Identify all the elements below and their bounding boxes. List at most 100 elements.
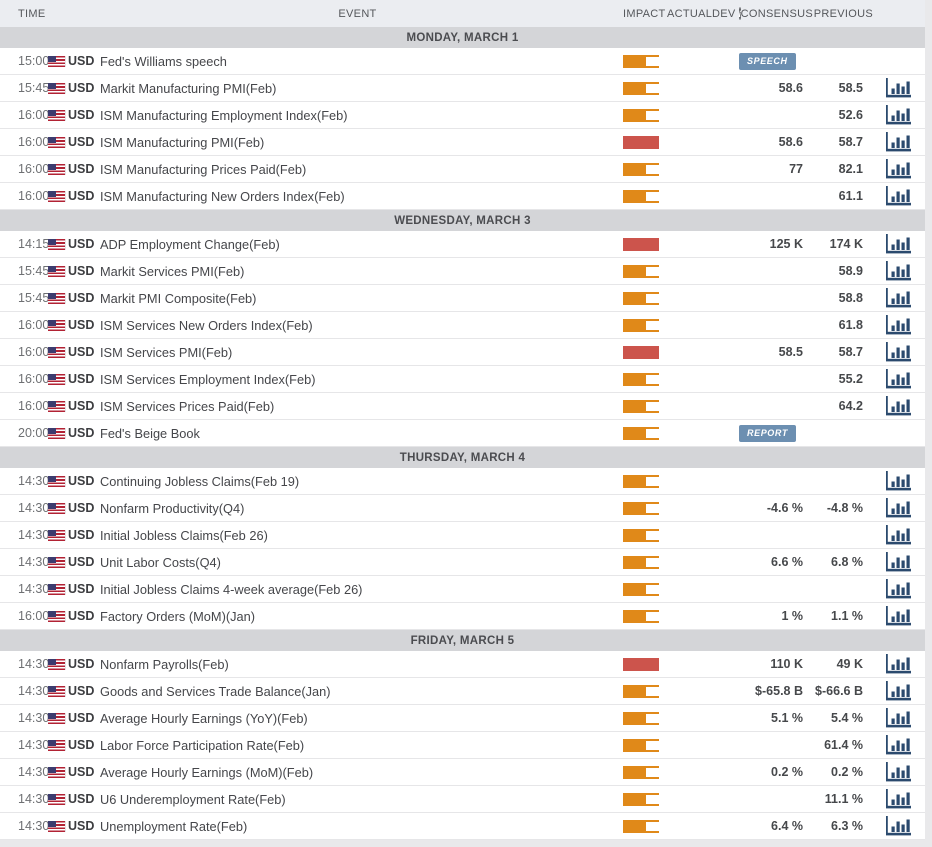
event-row[interactable]: 14:15 USD ADP Employment Change(Feb) 125 K 1… [0,231,925,258]
event-row[interactable]: 14:30 USD Average Hourly Earnings (YoY)(Fe… [0,705,925,732]
chart-icon[interactable] [885,708,913,728]
event-row[interactable]: 15:45 USD Markit Services PMI(Feb) 58.9 [0,258,925,285]
us-flag-icon [48,793,65,805]
impact-high-indicator [623,237,659,251]
impact-cell [615,108,659,122]
us-flag-icon [48,583,65,595]
impact-cell [615,765,659,779]
chart-icon[interactable] [885,315,913,335]
chart-icon[interactable] [885,552,913,572]
event-row[interactable]: 16:00 USD Factory Orders (MoM)(Jan) 1 % 1.1 … [0,603,925,630]
event-row[interactable]: 15:00 USD Fed's Williams speech SPEECH [0,48,925,75]
event-row[interactable]: 14:30 USD Unit Labor Costs(Q4) 6.6 % 6.8 % [0,549,925,576]
event-row[interactable]: 16:00 USD ISM Manufacturing Employment Ind… [0,102,925,129]
chart-icon[interactable] [885,654,913,674]
us-flag-icon [48,658,65,670]
chart-icon[interactable] [885,105,913,125]
impact-cell [615,711,659,725]
chart-icon[interactable] [885,342,913,362]
impact-cell [615,291,659,305]
previous-value: 58.9 [838,264,863,278]
event-time: 15:45 [18,264,48,278]
chart-icon[interactable] [885,261,913,281]
chart-cell [873,681,925,701]
event-row[interactable]: 16:00 USD ISM Services Prices Paid(Feb) 64.… [0,393,925,420]
chart-icon[interactable] [885,396,913,416]
event-row[interactable]: 16:00 USD ISM Services Employment Index(Fe… [0,366,925,393]
consensus-value: 1 % [781,609,803,623]
event-row[interactable]: 14:30 USD Initial Jobless Claims(Feb 26) [0,522,925,549]
event-name: Initial Jobless Claims(Feb 26) [100,527,268,543]
impact-cell [615,609,659,623]
event-time: 14:15 [18,237,48,251]
event-row[interactable]: 14:30 USD Average Hourly Earnings (MoM)(Fe… [0,759,925,786]
column-header-event: EVENT [338,7,377,20]
event-time: 16:00 [18,345,48,359]
event-row[interactable]: 16:00 USD ISM Manufacturing Prices Paid(Fe… [0,156,925,183]
currency-label: USD [68,555,95,569]
chart-icon[interactable] [885,735,913,755]
impact-medium-indicator [623,609,659,623]
event-row[interactable]: 20:00 USD Fed's Beige Book REPORT [0,420,925,447]
chart-icon[interactable] [885,78,913,98]
event-badge: REPORT [739,424,796,442]
chart-cell [873,369,925,389]
chart-cell [873,525,925,545]
day-header-row: WEDNESDAY, MARCH 3 [0,210,925,231]
chart-icon[interactable] [885,498,913,518]
chart-icon[interactable] [885,369,913,389]
impact-medium-indicator [623,528,659,542]
bar-chart-glyph [885,735,911,755]
event-row[interactable]: 16:00 USD ISM Manufacturing PMI(Feb) 58.6 58… [0,129,925,156]
bar-chart-glyph [885,186,911,206]
impact-high-indicator [623,345,659,359]
chart-icon[interactable] [885,606,913,626]
us-flag-icon [48,766,65,778]
previous-value: 58.8 [838,291,863,305]
event-row[interactable]: 15:45 USD Markit Manufacturing PMI(Feb) 58.… [0,75,925,102]
chart-icon[interactable] [885,579,913,599]
event-row[interactable]: 14:30 USD Labor Force Participation Rate(F… [0,732,925,759]
dev-info-icon[interactable]: i [738,7,742,20]
event-row[interactable]: 16:00 USD ISM Services PMI(Feb) 58.5 58.7 [0,339,925,366]
chart-icon[interactable] [885,288,913,308]
previous-value: 61.4 % [824,738,863,752]
chart-icon[interactable] [885,186,913,206]
event-row[interactable]: 14:30 USD Continuing Jobless Claims(Feb 19… [0,468,925,495]
event-name: Nonfarm Productivity(Q4) [100,500,245,516]
currency-label: USD [68,237,95,251]
chart-icon[interactable] [885,762,913,782]
event-row[interactable]: 16:00 USD ISM Manufacturing New Orders Ind… [0,183,925,210]
chart-icon[interactable] [885,525,913,545]
chart-icon[interactable] [885,471,913,491]
day-header-label: MONDAY, MARCH 1 [406,31,519,44]
event-row[interactable]: 15:45 USD Markit PMI Composite(Feb) 58.8 [0,285,925,312]
event-row[interactable]: 14:30 USD U6 Underemployment Rate(Feb) 11.1… [0,786,925,813]
event-row[interactable]: 14:30 USD Nonfarm Payrolls(Feb) 110 K 49 K [0,651,925,678]
chart-icon[interactable] [885,681,913,701]
chart-icon[interactable] [885,234,913,254]
chart-cell [873,315,925,335]
event-time: 15:45 [18,291,48,305]
chart-icon[interactable] [885,816,913,836]
event-row[interactable]: 14:30 USD Nonfarm Productivity(Q4) -4.6 % -4… [0,495,925,522]
event-row[interactable]: 16:00 USD ISM Services New Orders Index(Fe… [0,312,925,339]
event-time: 15:45 [18,81,48,95]
dev-label: DEV [712,7,736,20]
impact-medium-indicator [623,765,659,779]
event-name: Unit Labor Costs(Q4) [100,554,221,570]
impact-medium-indicator [623,318,659,332]
previous-value: 58.7 [838,135,863,149]
chart-icon[interactable] [885,132,913,152]
currency-label: USD [68,81,95,95]
currency-label: USD [68,765,95,779]
event-row[interactable]: 14:30 USD Unemployment Rate(Feb) 6.4 % 6.3 % [0,813,925,840]
event-row[interactable]: 14:30 USD Initial Jobless Claims 4-week av… [0,576,925,603]
bar-chart-glyph [885,579,911,599]
flag-cell [48,583,68,595]
event-row[interactable]: 14:30 USD Goods and Services Trade Balance… [0,678,925,705]
flag-cell [48,712,68,724]
flag-cell [48,400,68,412]
chart-icon[interactable] [885,789,913,809]
chart-icon[interactable] [885,159,913,179]
